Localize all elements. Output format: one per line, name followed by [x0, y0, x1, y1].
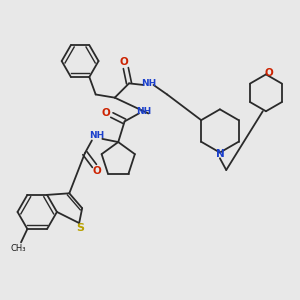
Text: NH: NH	[136, 107, 152, 116]
Text: O: O	[265, 68, 274, 78]
Text: O: O	[120, 57, 129, 68]
Text: O: O	[102, 109, 110, 118]
Text: O: O	[93, 166, 101, 176]
Text: CH₃: CH₃	[11, 244, 26, 253]
Text: S: S	[76, 223, 84, 233]
Text: N: N	[215, 149, 224, 159]
Text: NH: NH	[141, 79, 156, 88]
Text: NH: NH	[89, 130, 104, 140]
